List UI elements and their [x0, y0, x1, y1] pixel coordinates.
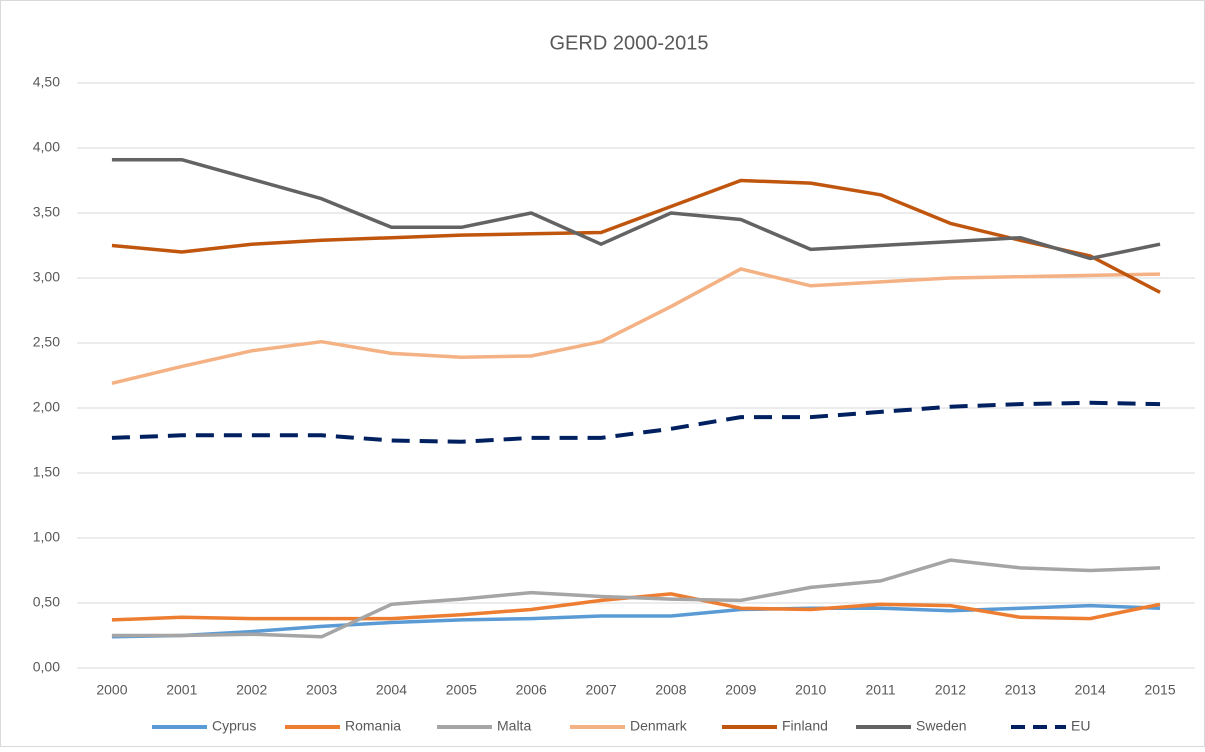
series-line	[111, 603, 1161, 639]
legend-label: Finland	[782, 718, 828, 734]
y-tick-label: 1,00	[33, 529, 60, 545]
series-line	[111, 558, 1161, 639]
x-tick-label: 2011	[866, 682, 896, 698]
legend-label: Cyprus	[212, 718, 256, 734]
x-tick-label: 2012	[935, 682, 966, 698]
y-tick-label: 3,00	[33, 269, 60, 285]
series-line	[111, 400, 1161, 444]
x-tick-label: 2002	[236, 682, 267, 698]
y-tick-label: 2,00	[33, 399, 60, 415]
legend-label: Sweden	[916, 718, 967, 734]
y-tick-label: 3,50	[33, 204, 60, 220]
x-tick-label: 2006	[516, 682, 547, 698]
series-line	[111, 267, 1161, 386]
legend-label: Denmark	[630, 718, 688, 734]
x-tick-label: 2013	[1005, 682, 1036, 698]
x-tick-label: 2010	[795, 682, 826, 698]
x-tick-label: 2015	[1144, 682, 1175, 698]
x-tick-label: 2014	[1075, 682, 1106, 698]
series-line	[111, 178, 1161, 294]
y-tick-label: 2,50	[33, 334, 60, 350]
chart-title: GERD 2000-2015	[550, 32, 709, 54]
x-tick-label: 2001	[166, 682, 197, 698]
x-tick-label: 2007	[585, 682, 616, 698]
legend-label: Romania	[345, 718, 401, 734]
x-tick-label: 2005	[446, 682, 477, 698]
x-tick-label: 2009	[725, 682, 756, 698]
y-tick-label: 0,00	[33, 659, 60, 675]
x-tick-label: 2003	[306, 682, 337, 698]
y-tick-label: 1,50	[33, 464, 60, 480]
x-tick-label: 2000	[96, 682, 127, 698]
y-tick-label: 4,50	[33, 74, 60, 90]
y-tick-label: 0,50	[33, 594, 60, 610]
series-line	[111, 157, 1161, 261]
x-tick-label: 2004	[376, 682, 407, 698]
legend-label: Malta	[497, 718, 531, 734]
x-tick-label: 2008	[655, 682, 686, 698]
y-tick-label: 4,00	[33, 139, 60, 155]
legend-label: EU	[1071, 718, 1090, 734]
